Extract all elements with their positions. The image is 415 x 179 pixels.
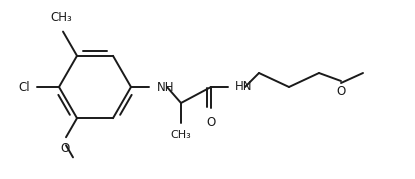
Text: O: O	[206, 116, 216, 129]
Text: HN: HN	[235, 79, 252, 93]
Text: CH₃: CH₃	[171, 130, 191, 140]
Text: O: O	[337, 85, 346, 98]
Text: CH₃: CH₃	[50, 11, 72, 24]
Text: Cl: Cl	[18, 81, 30, 93]
Text: O: O	[60, 142, 70, 155]
Text: NH: NH	[157, 81, 174, 93]
